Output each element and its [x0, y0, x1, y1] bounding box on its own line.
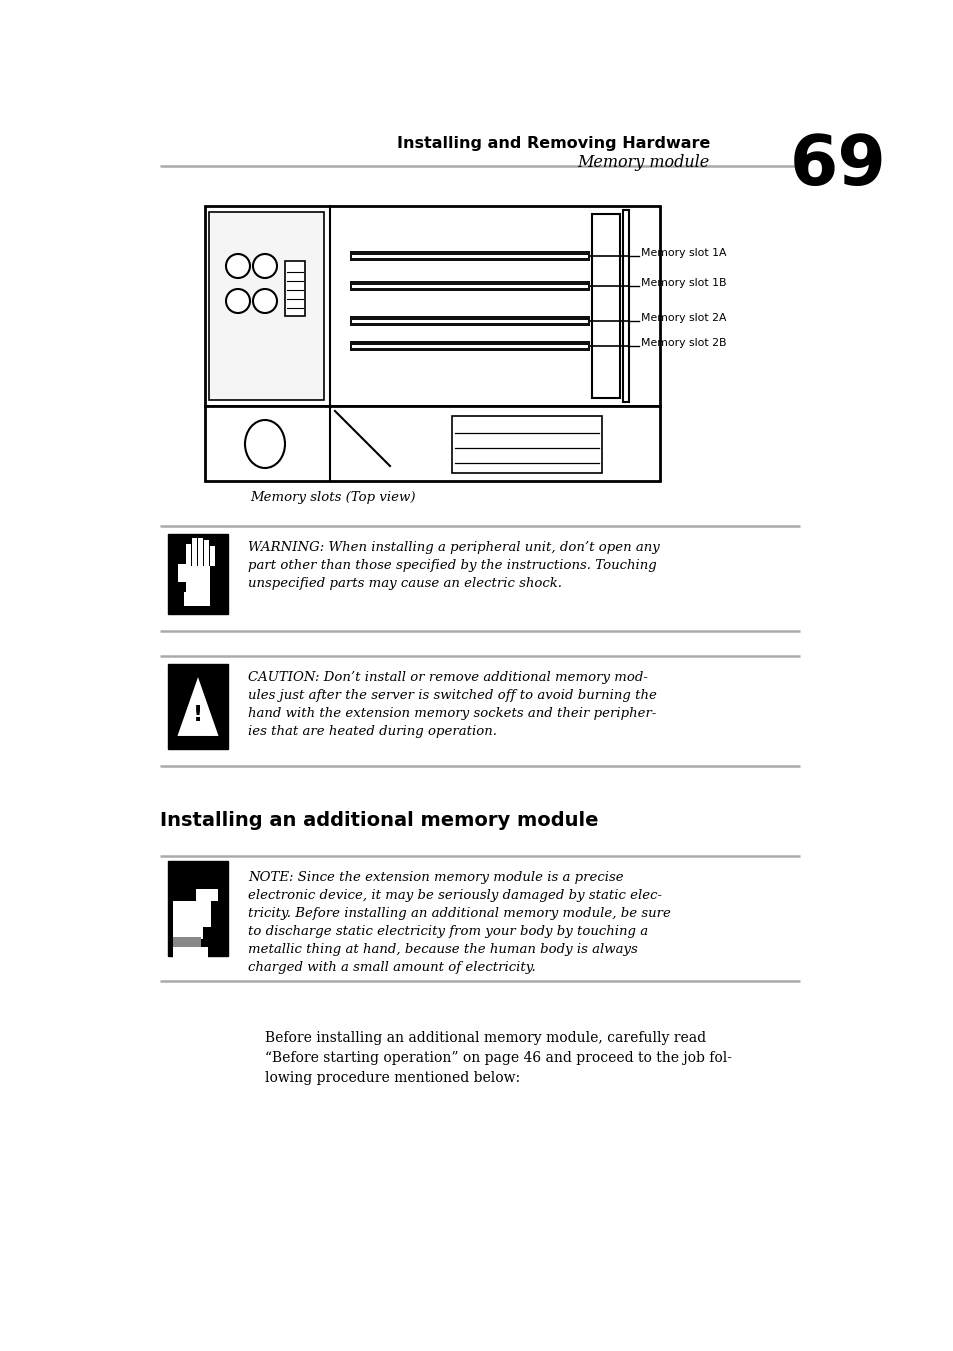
Text: CAUTION: Don’t install or remove additional memory mod-: CAUTION: Don’t install or remove additio…: [248, 671, 647, 684]
Text: NOTE: Since the extension memory module is a precise: NOTE: Since the extension memory module …: [248, 871, 623, 884]
Bar: [195, 889, 218, 901]
Circle shape: [226, 289, 250, 313]
Text: Memory module: Memory module: [578, 154, 709, 172]
Bar: [592, 213, 619, 399]
Bar: [178, 563, 188, 582]
Bar: [168, 663, 228, 748]
Text: part other than those specified by the instructions. Touching: part other than those specified by the i…: [248, 559, 656, 571]
Polygon shape: [175, 674, 220, 738]
Circle shape: [253, 254, 276, 278]
Text: Memory slot 2B: Memory slot 2B: [640, 338, 726, 349]
Text: Installing and Removing Hardware: Installing and Removing Hardware: [396, 136, 709, 151]
Text: ies that are heated during operation.: ies that are heated during operation.: [248, 725, 497, 738]
Text: !: !: [193, 705, 203, 725]
Bar: [452, 416, 601, 473]
Bar: [352, 285, 587, 288]
Text: 69: 69: [789, 132, 886, 199]
Bar: [186, 544, 191, 566]
Bar: [198, 538, 203, 566]
Bar: [168, 861, 228, 957]
Text: metallic thing at hand, because the human body is always: metallic thing at hand, because the huma…: [248, 943, 638, 957]
Bar: [172, 938, 201, 951]
Bar: [285, 261, 305, 316]
Bar: [350, 281, 589, 290]
Bar: [205, 205, 659, 407]
Bar: [172, 901, 211, 927]
Bar: [209, 212, 324, 400]
Text: Memory slot 1B: Memory slot 1B: [640, 278, 726, 288]
Bar: [172, 925, 203, 939]
Circle shape: [253, 289, 276, 313]
Bar: [210, 546, 214, 566]
Text: ules just after the server is switched off to avoid burning the: ules just after the server is switched o…: [248, 689, 657, 703]
Text: Installing an additional memory module: Installing an additional memory module: [160, 811, 598, 830]
Circle shape: [226, 254, 250, 278]
Text: electronic device, it may be seriously damaged by static elec-: electronic device, it may be seriously d…: [248, 889, 661, 902]
Text: hand with the extension memory sockets and their peripher-: hand with the extension memory sockets a…: [248, 707, 656, 720]
Bar: [350, 340, 589, 351]
Bar: [186, 566, 210, 594]
Bar: [205, 407, 659, 481]
Text: unspecified parts may cause an electric shock.: unspecified parts may cause an electric …: [248, 577, 561, 590]
Text: Before installing an additional memory module, carefully read: Before installing an additional memory m…: [265, 1031, 705, 1046]
Bar: [192, 538, 196, 566]
Bar: [184, 592, 210, 607]
Text: “Before starting operation” on page 46 and proceed to the job fol-: “Before starting operation” on page 46 a…: [265, 1051, 731, 1065]
Bar: [350, 316, 589, 326]
Bar: [352, 254, 587, 258]
Text: lowing procedure mentioned below:: lowing procedure mentioned below:: [265, 1071, 519, 1085]
Bar: [352, 345, 587, 347]
Bar: [622, 209, 628, 403]
Text: to discharge static electricity from your body by touching a: to discharge static electricity from you…: [248, 925, 647, 938]
Bar: [352, 319, 587, 323]
Text: tricity. Before installing an additional memory module, be sure: tricity. Before installing an additional…: [248, 907, 670, 920]
Bar: [172, 947, 208, 959]
Text: Memory slot 1A: Memory slot 1A: [640, 249, 726, 258]
Bar: [204, 540, 209, 566]
Text: WARNING: When installing a peripheral unit, don’t open any: WARNING: When installing a peripheral un…: [248, 540, 659, 554]
Text: Memory slots (Top view): Memory slots (Top view): [250, 490, 416, 504]
Bar: [350, 251, 589, 261]
Text: charged with a small amount of electricity.: charged with a small amount of electrici…: [248, 961, 536, 974]
Text: Memory slot 2A: Memory slot 2A: [640, 313, 726, 323]
Ellipse shape: [245, 420, 285, 467]
Bar: [168, 534, 228, 613]
